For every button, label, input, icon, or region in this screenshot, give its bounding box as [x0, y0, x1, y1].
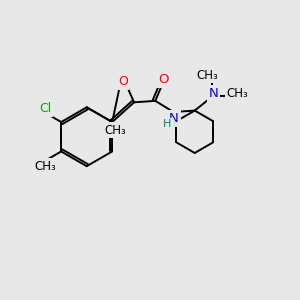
Text: Cl: Cl — [40, 102, 52, 115]
Text: CH₃: CH₃ — [226, 87, 248, 100]
Text: N: N — [209, 87, 219, 100]
Text: CH₃: CH₃ — [104, 124, 126, 137]
Text: H: H — [163, 119, 171, 129]
Text: O: O — [158, 73, 169, 86]
Text: O: O — [118, 75, 128, 88]
Text: N: N — [169, 112, 179, 125]
Text: CH₃: CH₃ — [196, 69, 218, 82]
Text: CH₃: CH₃ — [34, 160, 56, 172]
